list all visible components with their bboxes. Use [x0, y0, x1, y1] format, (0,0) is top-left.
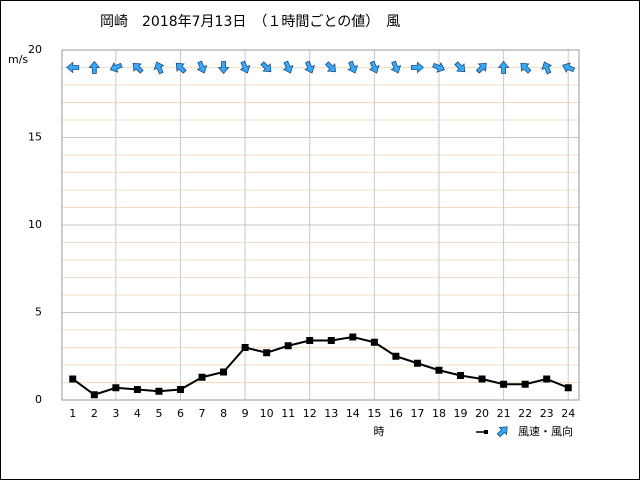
marker [220, 368, 228, 376]
x-label: 時 [374, 425, 385, 438]
chart-title: 岡崎 2018年7月13日 （１時間ごとの値） 風 [100, 14, 400, 30]
y-tick-label: 10 [28, 218, 42, 231]
wind-arrow [282, 60, 294, 74]
marker [90, 391, 98, 399]
legend-arrow [496, 426, 508, 438]
x-tick-label: 8 [220, 407, 227, 420]
x-tick-label: 1 [69, 407, 76, 420]
wind-arrow [454, 61, 466, 73]
marker [521, 380, 529, 388]
marker [392, 352, 400, 360]
marker [176, 386, 184, 393]
x-tick-label: 15 [367, 407, 381, 420]
wind-arrow [562, 62, 576, 74]
x-tick-label: 20 [475, 407, 489, 420]
legend-label: 風速・風向 [518, 424, 573, 438]
marker [543, 375, 551, 383]
x-tick-label: 19 [454, 407, 468, 420]
marker [133, 386, 141, 393]
marker [198, 373, 206, 381]
wind-arrow [153, 61, 165, 75]
y-unit: m/s [8, 53, 28, 66]
wind-arrow [520, 62, 532, 74]
y-tick-label: 0 [35, 393, 42, 406]
y-tick-label: 15 [28, 131, 42, 144]
y-tick-label: 20 [28, 43, 42, 56]
marker [413, 359, 421, 367]
marker [241, 344, 249, 351]
speed-line [72, 335, 569, 396]
marker [349, 333, 357, 341]
wind-arrow [196, 60, 208, 74]
plot-border [61, 49, 580, 401]
x-tick-label: 23 [540, 407, 554, 420]
x-tick-label: 16 [389, 407, 403, 420]
x-tick-label: 7 [199, 407, 206, 420]
wind-arrow [132, 62, 144, 74]
marker [327, 337, 335, 344]
x-tick-label: 5 [155, 407, 162, 420]
wind-arrow [260, 61, 272, 73]
wind-arrow [475, 62, 487, 74]
x-tick-label: 6 [177, 407, 184, 420]
wind-arrow [304, 60, 315, 74]
wind-arrow [109, 61, 123, 73]
wind-arrow [217, 61, 230, 75]
wind-arrow [239, 60, 251, 74]
x-tick-label: 9 [242, 407, 249, 420]
x-tick-label: 11 [281, 407, 295, 420]
wind-arrow [88, 60, 101, 74]
marker [263, 349, 271, 357]
wind-arrow [368, 60, 380, 74]
wind-arrow [347, 60, 359, 74]
wind-arrow [411, 61, 425, 74]
marker [478, 375, 486, 383]
x-tick-label: 18 [432, 407, 446, 420]
marker [306, 337, 314, 344]
marker [457, 372, 465, 379]
x-tick-label: 24 [561, 407, 575, 420]
x-tick-label: 21 [497, 407, 511, 420]
marker [284, 342, 292, 350]
x-tick-label: 4 [134, 407, 141, 420]
x-tick-label: 22 [518, 407, 532, 420]
x-tick-label: 10 [260, 407, 274, 420]
wind-arrow [497, 60, 510, 74]
y-tick-label: 5 [35, 306, 42, 319]
wind-arrow [325, 61, 336, 73]
wind-arrow [175, 62, 187, 74]
wind-arrow [390, 60, 402, 74]
marker [155, 387, 163, 395]
marker [500, 380, 508, 388]
x-tick-label: 17 [410, 407, 424, 420]
marker [564, 384, 572, 392]
x-tick-label: 13 [324, 407, 338, 420]
x-tick-label: 2 [91, 407, 98, 420]
wind-arrow [541, 61, 553, 75]
wind-arrow [66, 61, 80, 74]
legend-marker [484, 430, 488, 434]
x-tick-label: 14 [346, 407, 360, 420]
marker [112, 384, 120, 392]
wind-arrow [432, 61, 446, 73]
marker [435, 366, 443, 374]
marker [370, 338, 378, 346]
x-tick-label: 12 [303, 407, 317, 420]
marker [69, 375, 77, 383]
x-tick-label: 3 [112, 407, 119, 420]
